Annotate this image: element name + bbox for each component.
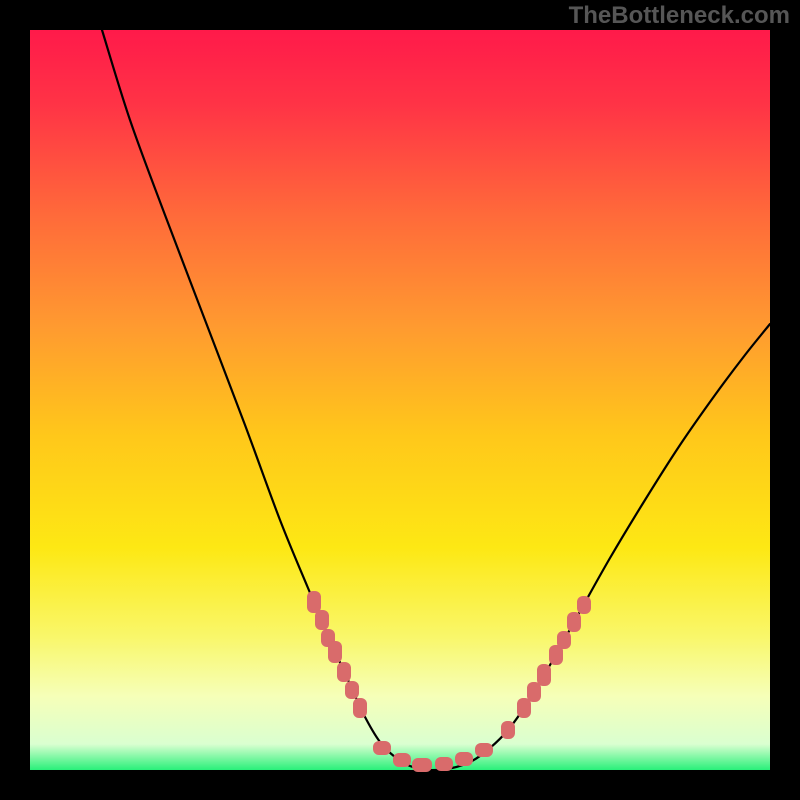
v-curve-path [102, 30, 770, 770]
data-marker [412, 758, 432, 772]
data-marker [501, 721, 515, 739]
data-marker [393, 753, 411, 767]
data-marker [328, 641, 342, 663]
plot-area [30, 30, 770, 770]
data-marker [557, 631, 571, 649]
data-marker [307, 591, 321, 613]
watermark-text: TheBottleneck.com [569, 2, 790, 30]
data-marker [345, 681, 359, 699]
data-marker [527, 682, 541, 702]
markers-group [307, 591, 591, 772]
data-marker [373, 741, 391, 755]
data-marker [315, 610, 329, 630]
data-marker [353, 698, 367, 718]
chart-container: TheBottleneck.com [0, 0, 800, 800]
data-marker [577, 596, 591, 614]
data-marker [567, 612, 581, 632]
data-marker [517, 698, 531, 718]
curve-layer [30, 30, 770, 770]
data-marker [455, 752, 473, 766]
data-marker [475, 743, 493, 757]
data-marker [537, 664, 551, 686]
data-marker [435, 757, 453, 771]
data-marker [337, 662, 351, 682]
